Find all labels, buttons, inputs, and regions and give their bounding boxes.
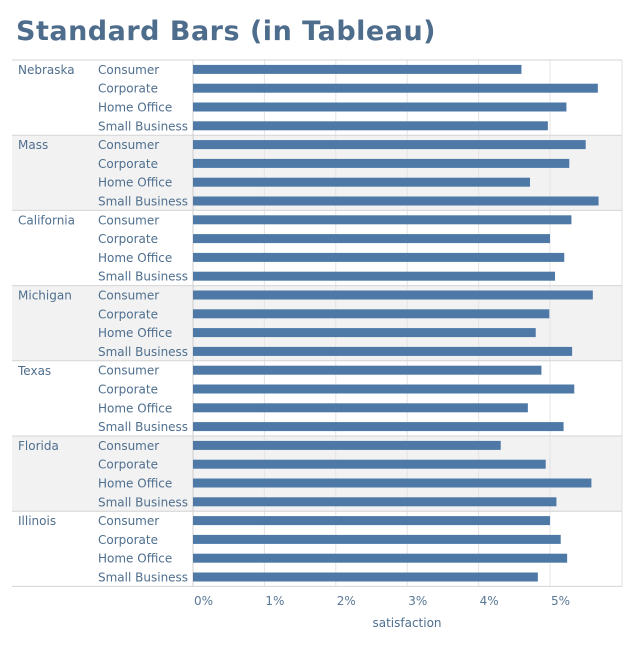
row-labels: Nebraska Consumer Corporate Home Office Smal… [17, 63, 188, 585]
row-bands [12, 135, 622, 512]
chart-title: Standard Bars (in Tableau) [16, 16, 437, 47]
bar [193, 252, 565, 262]
bars [193, 64, 599, 582]
bar [193, 271, 555, 281]
bar [193, 102, 567, 112]
x-tick-label: 1% [265, 594, 284, 608]
x-tick-label: 2% [337, 594, 356, 608]
segment-label: Home Office [98, 101, 172, 115]
bar [193, 346, 573, 356]
bar [193, 459, 546, 469]
bar [193, 478, 592, 488]
segment-label: Home Office [98, 176, 172, 190]
bar [193, 83, 598, 93]
segment-label: Corporate [98, 533, 158, 547]
segment-label: Consumer [98, 514, 159, 528]
segment-label: Consumer [98, 138, 159, 152]
segment-label: Corporate [98, 458, 158, 472]
bar [193, 553, 568, 563]
bar [193, 234, 550, 244]
bar [193, 328, 536, 338]
bar [193, 422, 564, 432]
x-axis-label: satisfaction [372, 616, 441, 630]
bar [193, 215, 572, 225]
bar [193, 403, 528, 413]
bar [193, 309, 550, 319]
segment-label: Corporate [98, 383, 158, 397]
segment-label: Corporate [98, 157, 158, 171]
segment-label: Home Office [98, 251, 172, 265]
segment-label: Small Business [98, 345, 188, 359]
segment-label: Small Business [98, 571, 188, 585]
x-tick-label: 0% [194, 594, 213, 608]
bar [193, 572, 538, 582]
bar [193, 440, 501, 450]
bar [193, 158, 570, 168]
segment-label: Consumer [98, 289, 159, 303]
bar [193, 121, 548, 131]
segment-label: Consumer [98, 439, 159, 453]
segment-label: Consumer [98, 364, 159, 378]
x-tick-label: 5% [551, 594, 570, 608]
group-label: Illinois [18, 514, 56, 528]
group-label: Florida [18, 439, 59, 453]
bar [193, 196, 599, 206]
chart-frame [12, 59, 623, 587]
segment-label: Corporate [98, 307, 158, 321]
segment-label: Small Business [98, 195, 188, 209]
group-label: Mass [18, 138, 48, 152]
group-label: Nebraska [18, 63, 75, 77]
bar [193, 534, 561, 544]
segment-label: Small Business [98, 495, 188, 509]
segment-label: Home Office [98, 326, 172, 340]
segment-label: Home Office [98, 477, 172, 491]
segment-label: Small Business [98, 119, 188, 133]
bar [193, 140, 586, 150]
bar [193, 64, 522, 74]
x-tick-label: 3% [408, 594, 427, 608]
x-tick-label: 4% [480, 594, 499, 608]
segment-label: Home Office [98, 552, 172, 566]
bar [193, 365, 542, 375]
group-label: Texas [17, 364, 51, 378]
segment-label: Consumer [98, 63, 159, 77]
bar [193, 290, 593, 300]
segment-label: Small Business [98, 420, 188, 434]
x-axis-ticks: 0% 1% 2% 3% 4% 5% [194, 594, 570, 608]
bar [193, 497, 557, 507]
bar [193, 516, 550, 526]
segment-label: Small Business [98, 270, 188, 284]
segment-label: Home Office [98, 401, 172, 415]
bar [193, 384, 575, 394]
segment-label: Corporate [98, 82, 158, 96]
bar [193, 177, 531, 187]
segment-label: Consumer [98, 213, 159, 227]
segment-label: Corporate [98, 232, 158, 246]
group-label: California [18, 213, 75, 227]
group-label: Michigan [18, 289, 72, 303]
